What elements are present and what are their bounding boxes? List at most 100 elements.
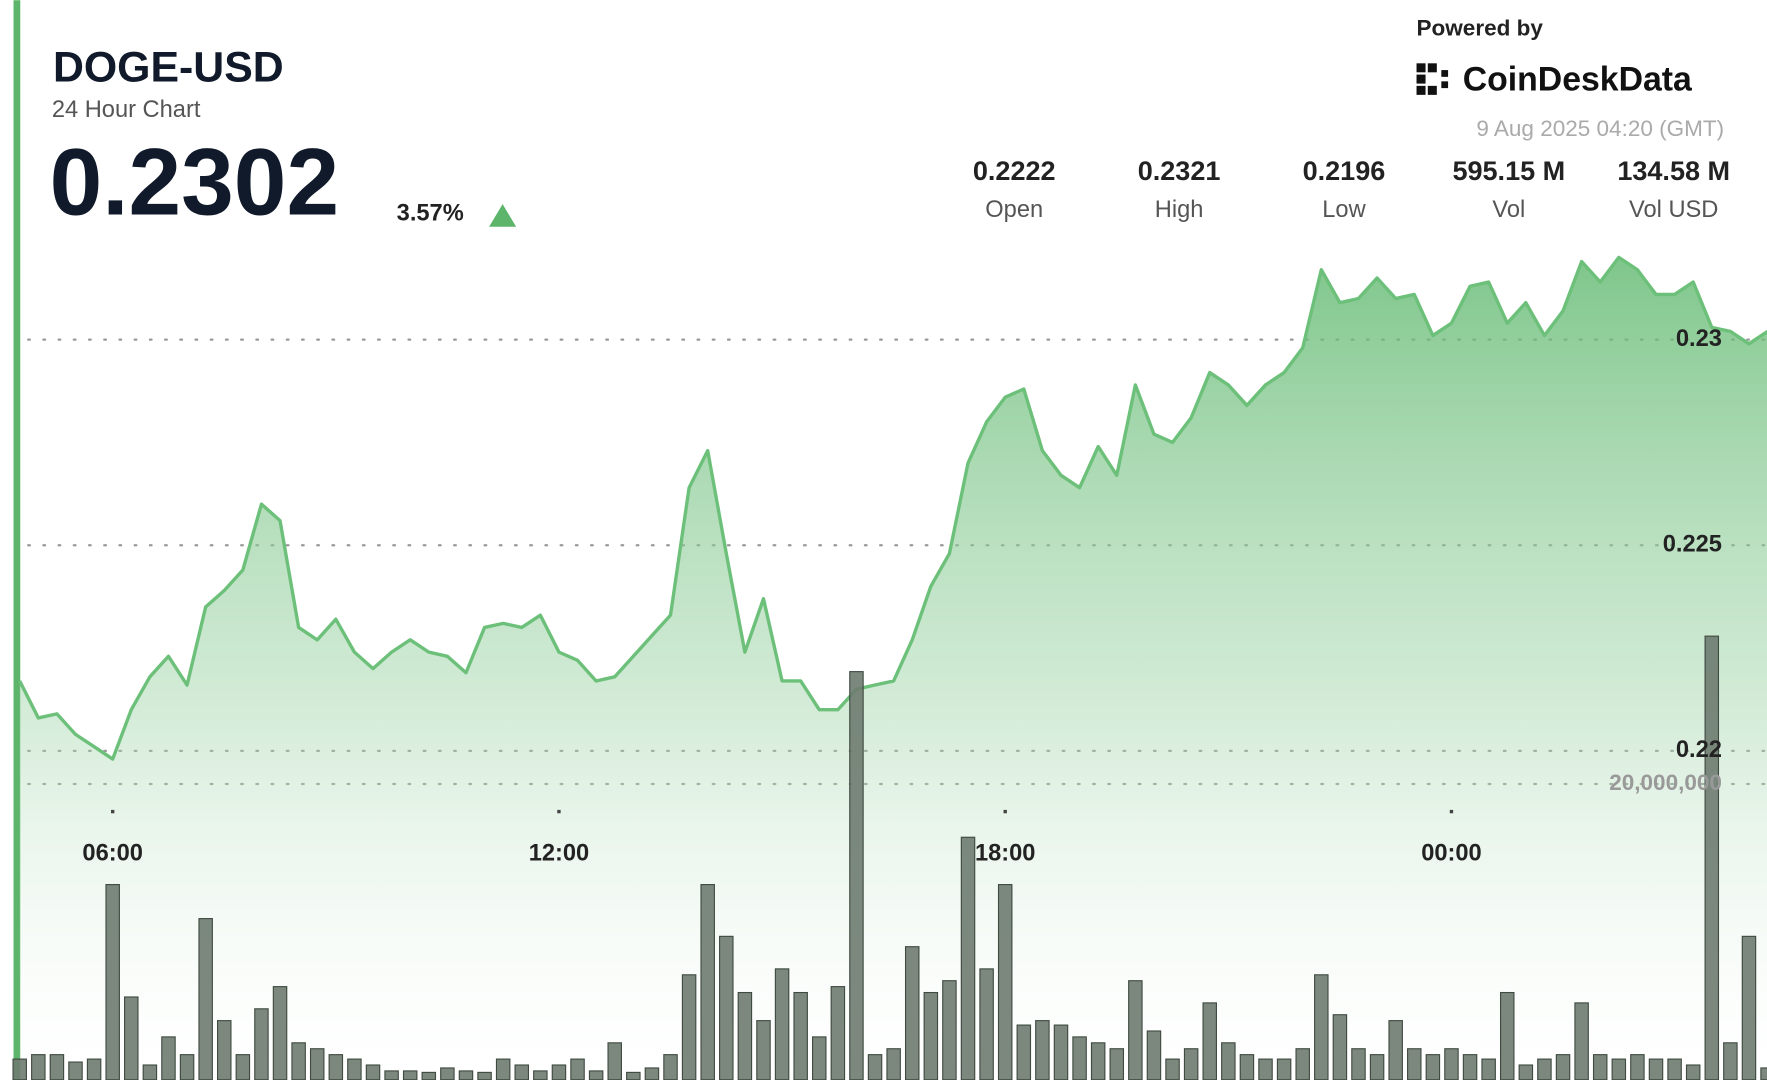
y-tick-label: 0.23 [1676,326,1722,352]
stat-label: Low [1322,197,1366,223]
stat-value: 134.58 M [1617,156,1730,186]
volume-bar [291,1042,306,1080]
volume-bar [272,986,288,1080]
price-change: 3.57% [397,201,464,227]
volume-bar [1035,1020,1050,1080]
up-arrow [489,204,517,227]
volume-bar [1648,1058,1664,1080]
volume-bar [105,884,120,1080]
volume-bar [588,1070,604,1080]
volume-bar [1592,1054,1608,1080]
volume-bar [1332,1014,1348,1080]
volume-bar [216,1020,232,1080]
volume-bar [384,1070,399,1080]
volume-bar [1537,1058,1552,1080]
volume-bar [124,996,139,1080]
volume-bar [812,1036,827,1080]
tick-labels: 0.22 0.225 0.23 20,000,000 06:00 12:00 18:00 00… [82,326,1721,867]
volume-bar [1183,1048,1199,1080]
volume-bar [198,918,213,1080]
volume-bar [254,1008,269,1080]
volume-bar [514,1064,530,1080]
volume-bar [1053,1024,1069,1080]
volume-bar [142,1064,158,1080]
volume-bar [328,1054,344,1080]
volume-bar [607,1042,622,1080]
powered-by: Powered by [1417,15,1544,40]
stat-label: High [1155,197,1204,223]
volume-bar [1128,980,1143,1080]
price-area [19,257,1767,1080]
volume-bar [1369,1054,1385,1080]
y-tick-label: 0.22 [1676,737,1722,763]
stat-value: 0.2196 [1303,156,1386,186]
volume-bar [886,1048,901,1080]
volume-bar [1481,1058,1496,1080]
volume-bar [1704,635,1720,1080]
stat-label: Vol [1492,197,1525,223]
volume-bar [12,1058,27,1080]
volume-bar [1016,1024,1032,1080]
volume-bar [942,980,957,1080]
volume-bar [1351,1048,1366,1080]
volume-bar [1555,1054,1571,1080]
volume-bar [1072,1036,1087,1080]
volume-bar [309,1048,325,1080]
chart-title: DOGE-USD [53,43,284,91]
volume-bar [1276,1058,1292,1080]
volume-bar [1221,1042,1236,1080]
marks [12,255,1767,1080]
volume-bar [1611,1058,1627,1080]
volume-bar [347,1058,362,1080]
chart-subtitle: 24 Hour Chart [52,97,201,123]
volume-bar [1518,1064,1534,1080]
volume-bar [86,1058,102,1080]
volume-bar [1239,1054,1255,1080]
volume-bar [644,1067,660,1080]
volume-bar [533,1070,548,1080]
volume-bar [737,991,753,1080]
volume-bar [179,1054,195,1080]
brand-name: CoinDeskData [1463,60,1693,98]
volume-bar [1109,1048,1125,1080]
volume-bar [551,1064,567,1080]
volume-bar [830,986,846,1080]
volume-bar [1760,1067,1767,1080]
price-line [18,255,1767,761]
volume-bar [681,974,697,1080]
volume-bar [1462,1054,1478,1080]
volume-bar [49,1054,65,1080]
volume-bar [774,968,790,1080]
volume-bar [365,1064,381,1080]
stats: 0.2222 Open 0.2321 High 0.2196 Low 595.15 M Vol… [973,156,1730,223]
volume-bar [1444,1048,1459,1080]
volume-bar [421,1071,437,1080]
volume-bar [235,1054,251,1080]
volume-bar [68,1061,83,1080]
volume-bar [1258,1058,1273,1080]
volume-bar [1741,935,1757,1080]
stat-label: Vol USD [1629,197,1718,223]
y-tick-label: 0.225 [1663,531,1722,557]
volume-bar [570,1058,585,1080]
current-price: 0.2302 [50,130,340,236]
x-tick-label: 06:00 [82,841,143,867]
volume-bar [849,671,864,1080]
volume-bar [719,935,734,1080]
volume-bar [663,1054,678,1080]
volume-bar [1314,974,1329,1080]
volume-bar [1146,1030,1162,1080]
volume-bar [1723,1042,1738,1080]
volume-bar [1295,1048,1310,1080]
stat-value: 595.15 M [1452,156,1565,186]
y2-tick-label: 20,000,000 [1609,770,1722,795]
volume-bar [626,1071,641,1080]
x-tick-label: 00:00 [1421,841,1482,867]
volume-bar [1499,991,1515,1080]
volume-bar [793,991,808,1080]
volume-bar [904,946,920,1080]
volume-bar [700,884,715,1080]
volume-bar [402,1070,418,1080]
volume-bar [1425,1054,1441,1080]
